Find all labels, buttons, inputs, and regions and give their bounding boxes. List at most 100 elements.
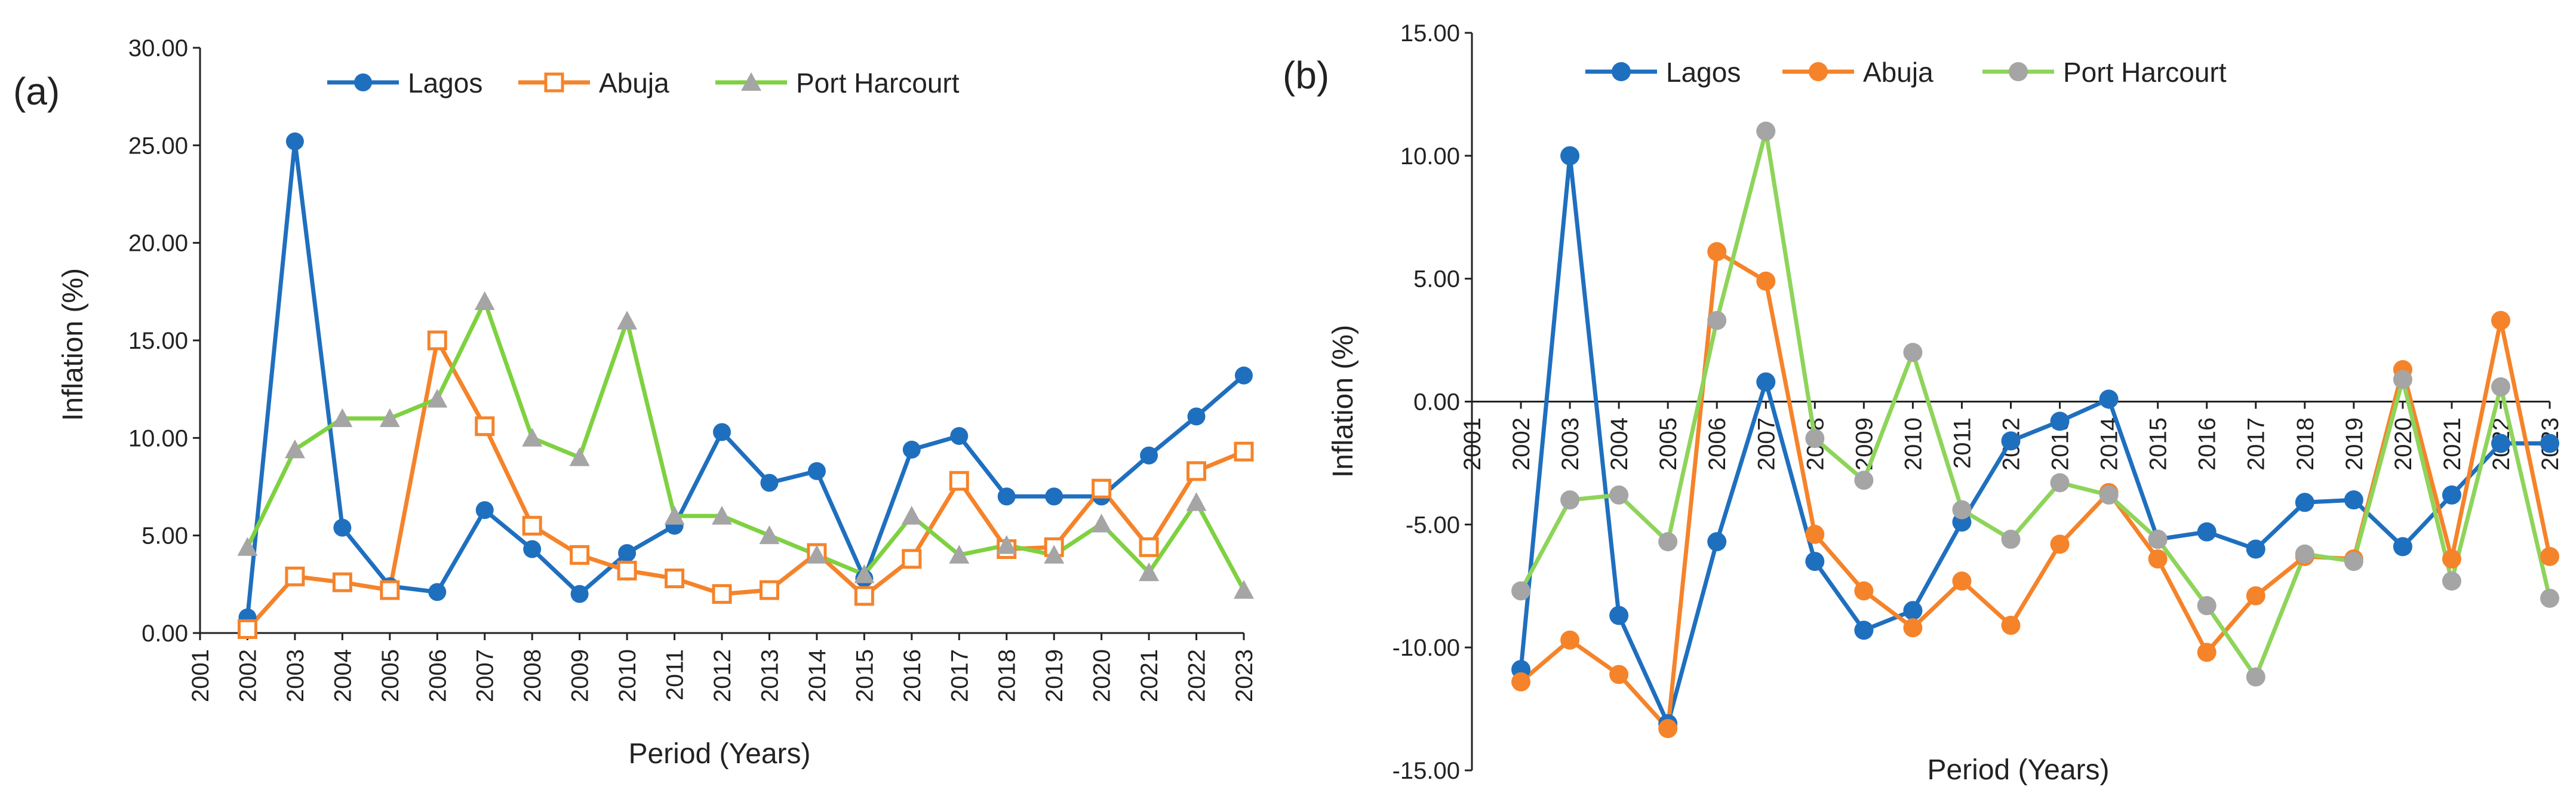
data-point-lagos-2019	[2344, 490, 2363, 510]
data-point-abuja-2022	[2491, 311, 2510, 330]
data-point-port-harcourt-2018	[996, 535, 1017, 554]
y-tick-label: 15.00	[1400, 20, 1460, 47]
data-point-abuja-2017	[2246, 586, 2265, 606]
x-tick-label: 2016	[899, 649, 926, 702]
y-tick-label: 25.00	[128, 133, 188, 159]
data-point-port-harcourt-2005	[1658, 532, 1678, 552]
x-axis-label-a: Period (Years)	[628, 738, 810, 770]
data-point-port-harcourt-2008	[522, 428, 543, 447]
data-point-abuja-2021	[2442, 549, 2461, 569]
data-point-port-harcourt-2014	[806, 545, 827, 564]
data-point-lagos-2014	[2099, 389, 2119, 409]
data-point-port-harcourt-2013	[759, 525, 780, 545]
data-point-lagos-2008	[1805, 552, 1825, 572]
x-tick-label: 2010	[1900, 417, 1926, 471]
y-tick-label: 0.00	[142, 620, 188, 647]
x-tick-label: 2011	[662, 649, 688, 700]
data-point-abuja-2011	[665, 569, 685, 589]
data-point-abuja-2007	[1756, 271, 1776, 291]
data-point-lagos-2017	[2246, 539, 2265, 559]
data-point-lagos-2009	[1854, 620, 1874, 640]
data-point-lagos-2009	[570, 585, 589, 603]
x-tick-label: 2020	[1089, 649, 1115, 702]
data-point-lagos-2010	[1903, 601, 1923, 620]
data-point-port-harcourt-2006	[427, 389, 448, 408]
x-tick-label: 2004	[330, 649, 356, 702]
data-point-port-harcourt-2016	[901, 506, 922, 525]
x-tick-label: 2021	[1136, 649, 1163, 702]
y-tick-label: -10.00	[1392, 635, 1460, 661]
data-point-port-harcourt-2009	[569, 447, 590, 466]
data-point-lagos-2003	[1560, 146, 1580, 165]
data-point-lagos-2006	[1707, 532, 1727, 552]
data-point-lagos-2019	[1045, 487, 1063, 506]
data-point-port-harcourt-2003	[284, 439, 305, 459]
data-point-abuja-2007	[475, 416, 495, 437]
data-point-lagos-2004	[1609, 606, 1629, 625]
legend-marker-lagos	[1612, 62, 1631, 81]
data-point-port-harcourt-2019	[1044, 545, 1065, 564]
chart-panel-b: (b) Inflation (%) Period (Years) -15.00-…	[1283, 20, 2563, 786]
data-point-lagos-2018	[997, 487, 1016, 506]
data-point-lagos-2016	[2197, 522, 2217, 542]
x-tick-label: 2013	[757, 649, 783, 702]
data-point-abuja-2005	[1658, 719, 1678, 739]
x-tick-label: 2006	[425, 649, 451, 702]
x-tick-label: 2001	[1459, 417, 1486, 471]
legend-a: Lagos Abuja Port Harcourt	[327, 67, 960, 99]
data-point-port-harcourt-2004	[332, 408, 353, 428]
legend-b: Lagos Abuja Port Harcourt	[1585, 57, 2227, 88]
data-point-lagos-2022	[2491, 434, 2510, 453]
series-line-abuja	[245, 338, 1245, 631]
legend-marker-abuja	[544, 72, 564, 93]
x-tick-label: 2017	[2243, 417, 2270, 471]
x-tick-label: 2002	[235, 649, 261, 702]
y-axis-label-b: Inflation (%)	[1327, 325, 1359, 478]
data-point-lagos-2012	[2001, 431, 2021, 451]
data-point-abuja-2009	[1854, 581, 1874, 601]
data-point-abuja-2009	[570, 545, 590, 565]
data-point-lagos-2021	[1140, 446, 1158, 465]
x-tick-label: 2007	[472, 649, 499, 702]
data-point-port-harcourt-2007	[474, 291, 495, 311]
data-point-abuja-2023	[2540, 546, 2559, 566]
data-point-lagos-2018	[2295, 493, 2314, 512]
data-point-abuja-2022	[1186, 461, 1207, 481]
x-tick-label: 2004	[1606, 417, 1633, 471]
x-tick-label: 2005	[377, 649, 404, 702]
data-point-port-harcourt-2016	[2197, 596, 2217, 616]
legend-item-lagos: Lagos	[1585, 57, 1741, 88]
panel-label-a: (a)	[13, 70, 60, 113]
x-tick-label: 2022	[1184, 649, 1210, 702]
data-point-lagos-2017	[950, 427, 969, 445]
data-point-lagos-2022	[1187, 407, 1206, 426]
y-axis-label-a: Inflation (%)	[57, 268, 89, 421]
y-tick-label: 20.00	[128, 231, 188, 257]
legend-item-abuja: Abuja	[1782, 57, 1933, 88]
data-point-lagos-2014	[807, 462, 826, 480]
legend-label-lagos: Lagos	[1666, 57, 1741, 88]
data-point-port-harcourt-2011	[1952, 500, 1972, 520]
x-tick-label: 2021	[2439, 417, 2466, 471]
data-point-abuja-2004	[332, 572, 352, 592]
data-point-lagos-2021	[2442, 485, 2461, 505]
x-tick-label: 2023	[1231, 649, 1258, 702]
x-tick-label: 2019	[1041, 649, 1068, 702]
x-tick-label: 2003	[282, 649, 309, 702]
x-tick-label: 2015	[852, 649, 878, 702]
legend-item-lagos: Lagos	[327, 67, 482, 99]
series-line-port-harcourt	[1518, 129, 2552, 680]
x-tick-label: 2011	[1949, 417, 1975, 469]
y-tick-label: 10.00	[128, 425, 188, 451]
data-point-abuja-2020	[1092, 478, 1112, 499]
plot-area-a: 0.00 5.00 10.00 15.00 20.00 25.00 30.00 2001 200…	[128, 35, 1258, 702]
data-point-lagos-2013	[2050, 411, 2070, 431]
data-point-abuja-2003	[1560, 630, 1580, 650]
y-tick-label: 0.00	[1413, 389, 1460, 416]
data-point-port-harcourt-2010	[1903, 343, 1923, 362]
data-point-abuja-2002	[1511, 672, 1531, 692]
series-line-lagos	[1518, 153, 2550, 726]
legend-label-port-harcourt: Port Harcourt	[796, 67, 960, 99]
y-tick-label: -5.00	[1406, 512, 1460, 538]
